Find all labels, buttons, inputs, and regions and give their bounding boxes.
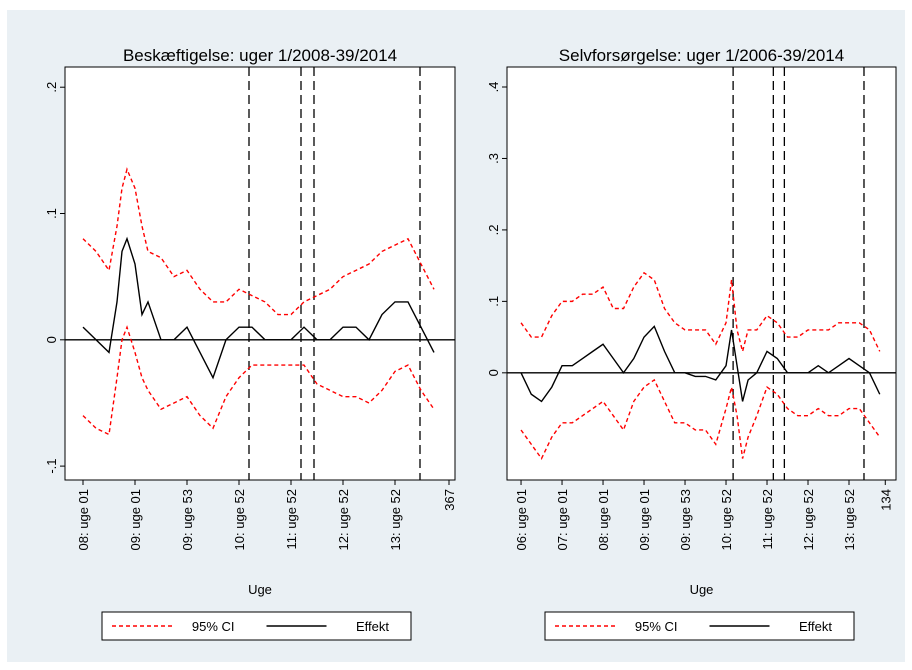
series-line xyxy=(82,167,435,316)
x-tick-label: 12: uge 52 xyxy=(801,489,816,550)
x-tick-label: 11: uge 52 xyxy=(284,489,299,549)
y-tick-label: .4 xyxy=(486,82,501,93)
x-tick-label: 06: uge 01 xyxy=(514,489,529,550)
x-tick-label: 09: uge 53 xyxy=(180,489,195,550)
x-tick-label: 08: uge 01 xyxy=(596,489,611,550)
y-tick-label: .2 xyxy=(44,82,59,93)
x-axis-label: Uge xyxy=(248,582,272,597)
x-tick-label: 07: uge 01 xyxy=(555,489,570,550)
x-tick-label: 09: uge 53 xyxy=(678,489,693,550)
legend-label: Effekt xyxy=(356,619,389,634)
chart-title: Selvforsørgelse: uger 1/2006-39/2014 xyxy=(559,46,844,65)
x-tick-label: 12: uge 52 xyxy=(336,489,351,550)
legend-label: 95% CI xyxy=(192,619,235,634)
x-tick-label: 13: uge 52 xyxy=(388,489,403,550)
series-line xyxy=(520,325,881,403)
x-tick-label: 11: uge 52 xyxy=(760,489,775,549)
legend xyxy=(101,611,412,641)
x-tick-label: 09: uge 01 xyxy=(128,489,143,550)
y-tick-label: .2 xyxy=(486,224,501,235)
y-tick-label: .1 xyxy=(486,296,501,307)
legend-label: Effekt xyxy=(799,619,832,634)
x-tick-label: 367 xyxy=(442,489,457,511)
x-tick-label: 09: uge 01 xyxy=(637,489,652,550)
series-line xyxy=(520,378,881,460)
plot-area xyxy=(64,66,456,481)
x-tick-label: 134 xyxy=(878,489,893,511)
x-tick-label: 10: uge 52 xyxy=(232,489,247,550)
y-tick-label: 0 xyxy=(486,369,501,376)
y-tick-label: 0 xyxy=(44,336,59,343)
plot-area xyxy=(506,66,897,481)
legend-label: 95% CI xyxy=(635,619,678,634)
x-tick-label: 13: uge 52 xyxy=(842,489,857,550)
y-tick-label: .3 xyxy=(486,153,501,164)
x-tick-label: 10: uge 52 xyxy=(719,489,734,550)
y-tick-label: -.1 xyxy=(44,459,59,474)
x-axis-label: Uge xyxy=(690,582,714,597)
chart-title: Beskæftigelse: uger 1/2008-39/2014 xyxy=(123,46,397,65)
legend xyxy=(544,611,855,641)
y-tick-label: .1 xyxy=(44,208,59,219)
series-line xyxy=(82,325,435,436)
series-line xyxy=(520,271,881,352)
series-line xyxy=(82,236,435,380)
x-tick-label: 08: uge 01 xyxy=(76,489,91,550)
